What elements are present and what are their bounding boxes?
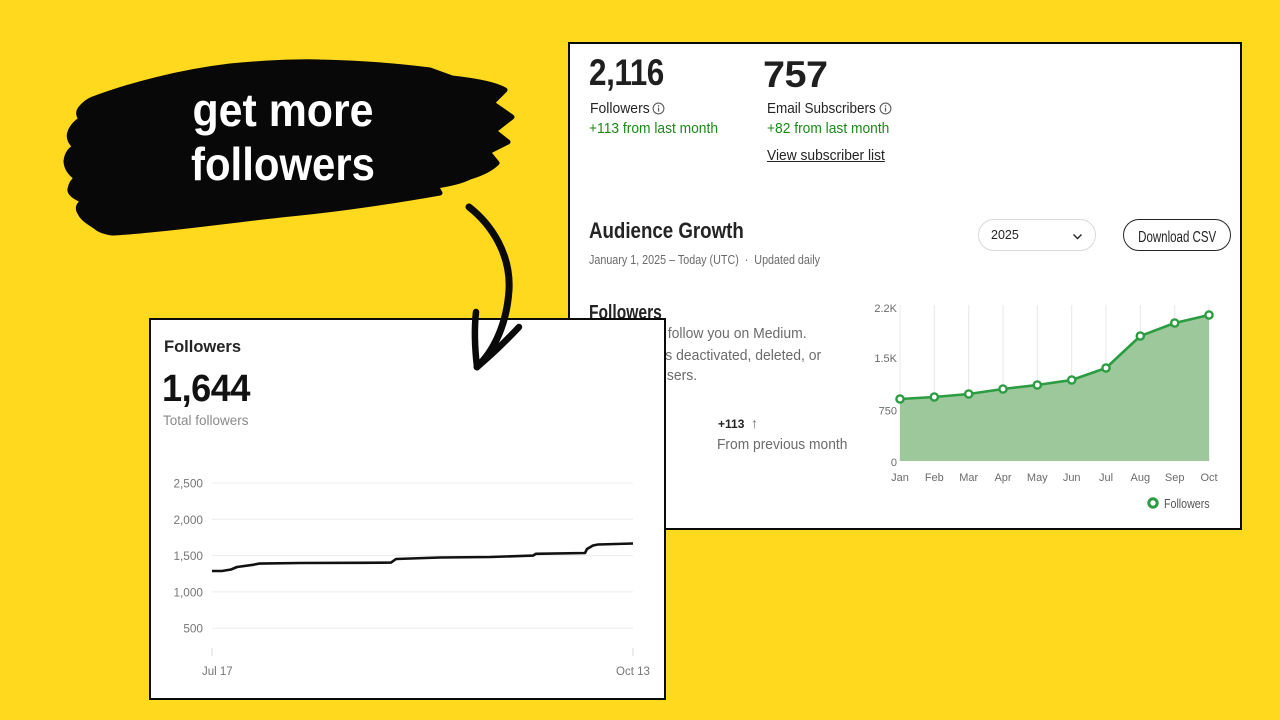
svg-text:1,000: 1,000 <box>173 585 203 599</box>
svg-text:500: 500 <box>183 622 203 636</box>
svg-text:1,500: 1,500 <box>173 549 203 563</box>
svg-text:0: 0 <box>891 457 897 469</box>
svg-text:Aug: Aug <box>1131 472 1151 484</box>
svg-text:Jul: Jul <box>1099 472 1113 484</box>
svg-text:Mar: Mar <box>959 472 978 484</box>
svg-text:Oct 13: Oct 13 <box>616 666 650 678</box>
svg-text:Apr: Apr <box>994 472 1011 484</box>
svg-text:followers: followers <box>191 138 375 190</box>
svg-text:Oct: Oct <box>1200 472 1217 484</box>
svg-text:750: 750 <box>879 406 897 418</box>
svg-text:Sep: Sep <box>1165 472 1185 484</box>
svg-text:May: May <box>1027 472 1048 484</box>
svg-text:2,500: 2,500 <box>173 477 203 491</box>
svg-text:2,000: 2,000 <box>173 513 203 527</box>
svg-text:Feb: Feb <box>925 472 944 484</box>
svg-text:get more: get more <box>193 84 374 136</box>
svg-text:Jun: Jun <box>1063 472 1081 484</box>
svg-text:Jul 17: Jul 17 <box>202 666 233 678</box>
svg-text:1.5K: 1.5K <box>874 353 897 365</box>
svg-text:2.2K: 2.2K <box>874 303 897 315</box>
svg-text:Jan: Jan <box>891 472 909 484</box>
